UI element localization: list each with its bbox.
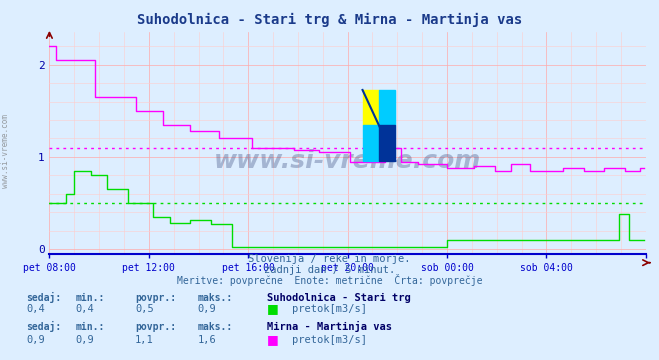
Text: maks.:: maks.: bbox=[198, 293, 233, 303]
FancyBboxPatch shape bbox=[362, 125, 379, 161]
Text: sedaj:: sedaj: bbox=[26, 321, 61, 333]
Text: pretok[m3/s]: pretok[m3/s] bbox=[292, 304, 367, 314]
Text: povpr.:: povpr.: bbox=[135, 293, 176, 303]
Text: 0,4: 0,4 bbox=[76, 304, 94, 314]
Text: 1,1: 1,1 bbox=[135, 335, 154, 345]
Text: 0,9: 0,9 bbox=[26, 335, 45, 345]
Text: Meritve: povprečne  Enote: metrične  Črta: povprečje: Meritve: povprečne Enote: metrične Črta:… bbox=[177, 274, 482, 286]
Text: 0,5: 0,5 bbox=[135, 304, 154, 314]
Text: Suhodolnica - Stari trg & Mirna - Martinja vas: Suhodolnica - Stari trg & Mirna - Martin… bbox=[137, 13, 522, 27]
Text: sedaj:: sedaj: bbox=[26, 292, 61, 303]
Text: Suhodolnica - Stari trg: Suhodolnica - Stari trg bbox=[267, 293, 411, 303]
Text: 0,4: 0,4 bbox=[26, 304, 45, 314]
Text: 0,9: 0,9 bbox=[198, 304, 216, 314]
Text: ■: ■ bbox=[267, 333, 279, 346]
Text: Slovenija / reke in morje.: Slovenija / reke in morje. bbox=[248, 254, 411, 264]
Text: 0,9: 0,9 bbox=[76, 335, 94, 345]
Text: maks.:: maks.: bbox=[198, 323, 233, 333]
Text: pretok[m3/s]: pretok[m3/s] bbox=[292, 335, 367, 345]
FancyBboxPatch shape bbox=[379, 125, 395, 161]
Text: min.:: min.: bbox=[76, 293, 105, 303]
Text: 1,6: 1,6 bbox=[198, 335, 216, 345]
Text: Mirna - Martinja vas: Mirna - Martinja vas bbox=[267, 321, 392, 333]
Text: www.si-vreme.com: www.si-vreme.com bbox=[214, 149, 481, 173]
FancyBboxPatch shape bbox=[379, 90, 395, 125]
FancyBboxPatch shape bbox=[362, 90, 379, 125]
Text: povpr.:: povpr.: bbox=[135, 323, 176, 333]
Text: www.si-vreme.com: www.si-vreme.com bbox=[1, 114, 10, 188]
Text: zadnji dan / 5 minut.: zadnji dan / 5 minut. bbox=[264, 265, 395, 275]
Text: min.:: min.: bbox=[76, 323, 105, 333]
Text: ■: ■ bbox=[267, 302, 279, 315]
